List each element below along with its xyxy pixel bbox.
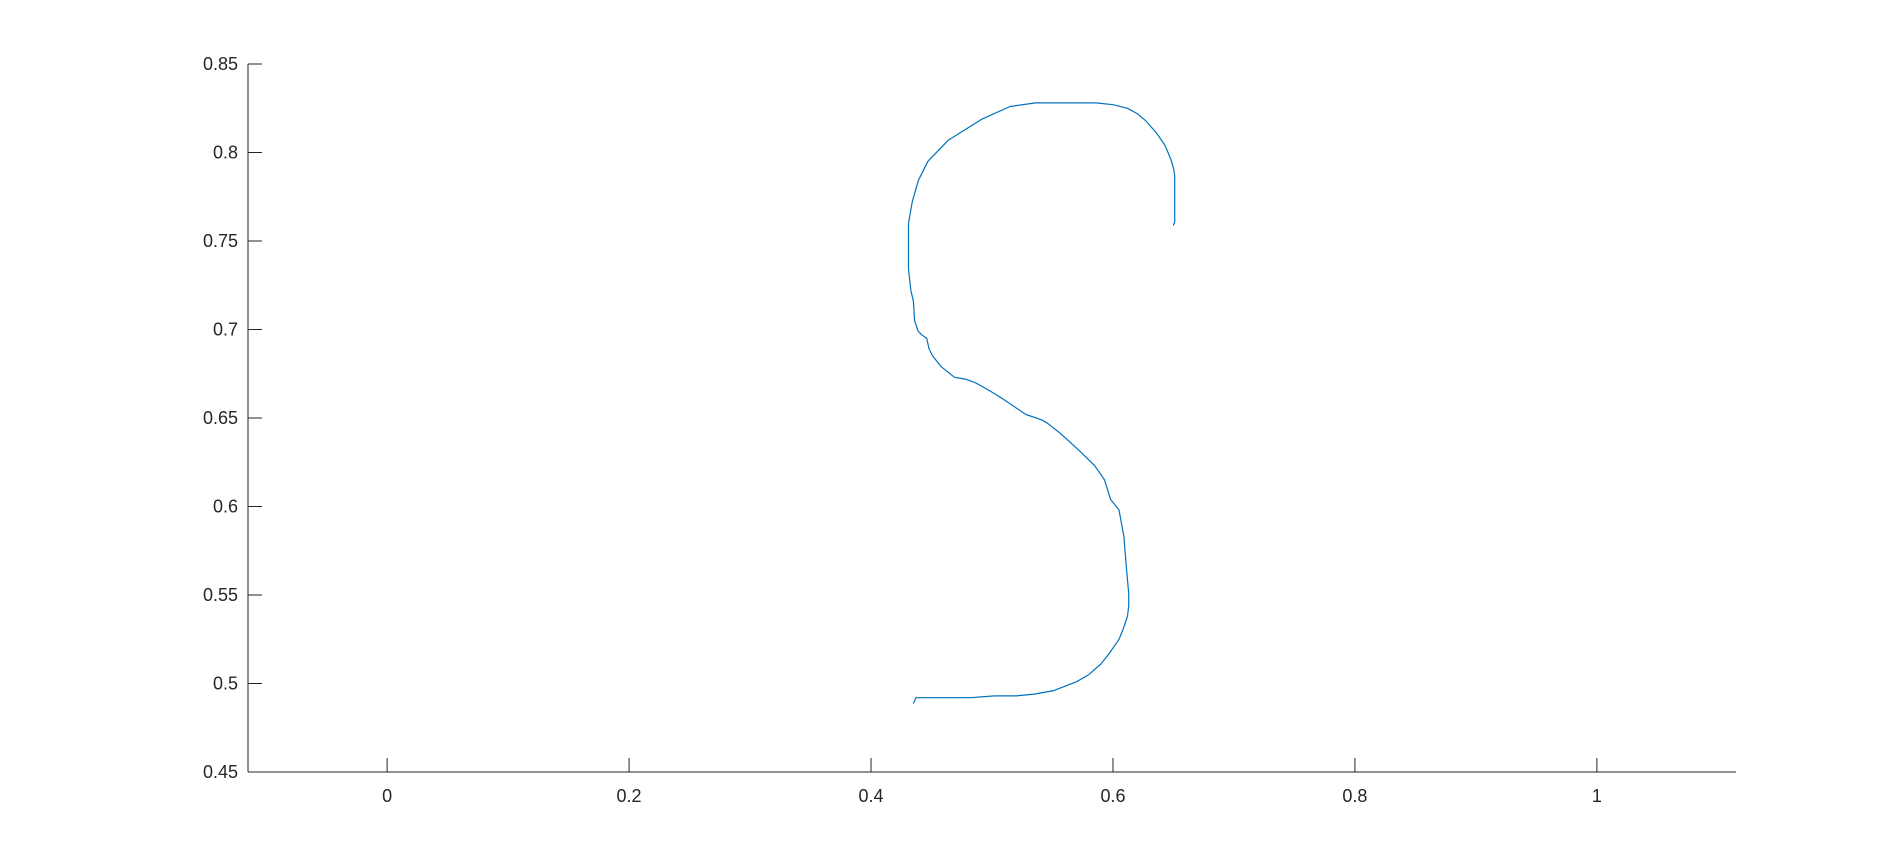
y-tick-label: 0.8	[213, 143, 238, 163]
chart-ticks: 0 0.2 0.4 0.6 0.8 1 0.45 0.5 0.55 0.6 0.65 0.7 0.75 0…	[203, 54, 1602, 806]
series-line	[907, 102, 1176, 704]
y-tick-label: 0.65	[203, 408, 238, 428]
chart-plot-area	[907, 102, 1176, 704]
x-tick-label: 0	[382, 786, 392, 806]
y-tick-label: 0.5	[213, 674, 238, 694]
x-tick-label: 0.4	[859, 786, 884, 806]
y-tick-label: 0.7	[213, 320, 238, 340]
y-tick-label: 0.75	[203, 231, 238, 251]
chart-axes	[247, 64, 1736, 773]
y-tick-label: 0.6	[213, 497, 238, 517]
y-tick-label: 0.55	[203, 585, 238, 605]
x-tick-label: 0.8	[1342, 786, 1367, 806]
x-tick-label: 1	[1592, 786, 1602, 806]
x-tick-label: 0.6	[1100, 786, 1125, 806]
x-tick-label: 0.2	[617, 786, 642, 806]
y-tick-label: 0.85	[203, 54, 238, 74]
y-tick-label: 0.45	[203, 762, 238, 782]
